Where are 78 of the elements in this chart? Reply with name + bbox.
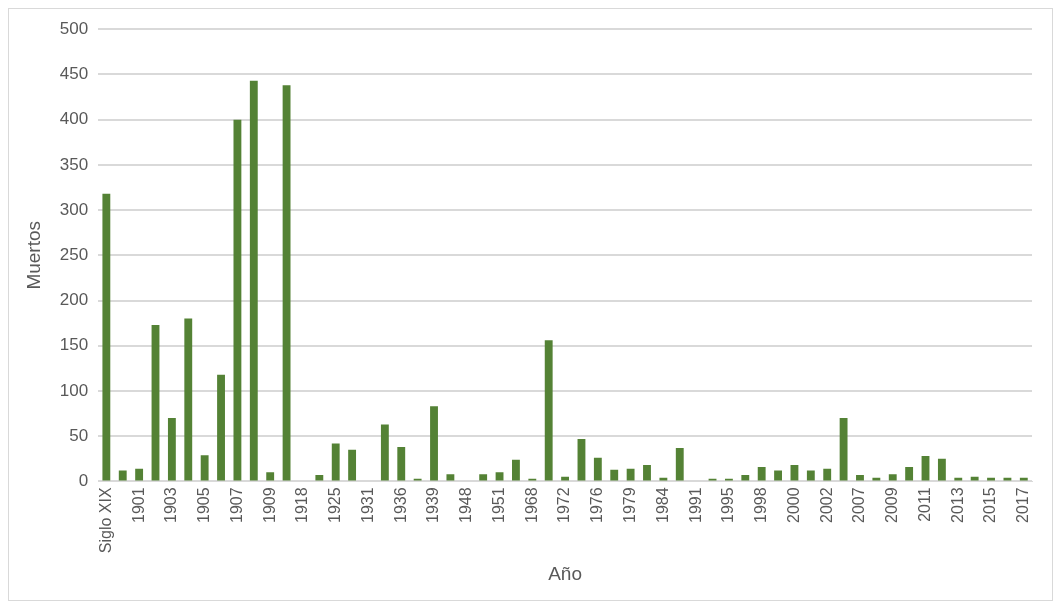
x-axis-title: Año xyxy=(548,562,582,584)
y-tick-label: 400 xyxy=(59,109,89,129)
x-tick-label: 2011 xyxy=(915,487,933,522)
bar xyxy=(626,468,635,481)
bar xyxy=(397,447,406,481)
bar xyxy=(856,475,864,481)
bar xyxy=(380,424,389,481)
x-tick-label: 1907 xyxy=(227,487,245,523)
bar xyxy=(741,475,750,481)
x-tick-label: 1948 xyxy=(457,487,475,523)
bar xyxy=(593,457,602,481)
bar xyxy=(806,470,815,481)
x-tick-label: 2002 xyxy=(817,487,835,523)
x-tick-label: 1909 xyxy=(260,487,278,523)
bar xyxy=(774,470,782,481)
bar xyxy=(643,465,651,481)
bar xyxy=(937,458,946,481)
bar xyxy=(249,80,258,481)
x-tick-label: 2017 xyxy=(1014,487,1032,523)
y-tick-label: 50 xyxy=(69,425,89,445)
x-tick-label: 1925 xyxy=(326,487,344,523)
bar xyxy=(348,449,357,481)
bar xyxy=(544,340,553,481)
x-tick-label: 1951 xyxy=(489,487,507,523)
y-tick-label: 150 xyxy=(59,335,89,355)
x-tick-label: 2000 xyxy=(784,487,802,523)
bar xyxy=(102,193,111,481)
x-tick-label: 1905 xyxy=(195,487,213,523)
x-tick-label: 2009 xyxy=(883,487,901,523)
bar xyxy=(905,466,914,481)
y-tick-label: 100 xyxy=(59,380,89,400)
y-axis-title: Muertos xyxy=(22,220,44,290)
x-tick-label: 2007 xyxy=(850,487,868,523)
y-tick-label: 500 xyxy=(59,18,89,38)
bar xyxy=(430,406,438,481)
x-tick-label: 1936 xyxy=(391,487,409,523)
x-tick-label: 1979 xyxy=(621,487,639,523)
bar xyxy=(512,459,520,481)
y-tick-label: 250 xyxy=(59,244,89,264)
x-tick-label: 1998 xyxy=(752,487,770,523)
bar xyxy=(331,443,340,481)
bar xyxy=(266,472,275,481)
x-tick-label: 1903 xyxy=(162,487,180,523)
bar xyxy=(200,455,209,481)
bar xyxy=(315,475,324,481)
x-tick-label: Siglo XIX xyxy=(96,487,114,554)
x-tick-label: 1968 xyxy=(522,487,540,523)
y-tick-label: 350 xyxy=(59,154,89,174)
x-tick-label: 1931 xyxy=(358,487,376,523)
bar xyxy=(839,418,848,481)
x-tick-label: 1984 xyxy=(653,487,671,523)
y-tick-label: 0 xyxy=(78,471,89,491)
bar xyxy=(757,466,766,481)
bar xyxy=(217,374,225,481)
bar xyxy=(675,447,684,481)
bar xyxy=(167,418,176,481)
bar xyxy=(135,468,144,481)
x-tick-label: 1995 xyxy=(719,487,737,523)
y-tick-label: 450 xyxy=(59,64,89,84)
y-tick-label: 200 xyxy=(59,290,89,310)
bar xyxy=(479,474,488,481)
bar xyxy=(184,318,193,481)
y-tick-label: 300 xyxy=(59,199,89,219)
x-tick-label: 2015 xyxy=(981,487,999,523)
x-tick-label: 1972 xyxy=(555,487,573,523)
bar xyxy=(888,474,897,481)
bar xyxy=(282,85,291,481)
x-tick-label: 1991 xyxy=(686,487,704,523)
x-tick-label: 1939 xyxy=(424,487,442,523)
bar xyxy=(118,470,127,481)
bar xyxy=(233,119,242,481)
x-tick-label: 1976 xyxy=(588,487,606,523)
bar xyxy=(446,474,455,481)
bar xyxy=(823,468,832,481)
x-tick-label: 2013 xyxy=(948,487,966,523)
x-tick-label: 1918 xyxy=(293,487,311,523)
x-tick-label: 1901 xyxy=(129,487,147,523)
bar xyxy=(610,469,619,481)
